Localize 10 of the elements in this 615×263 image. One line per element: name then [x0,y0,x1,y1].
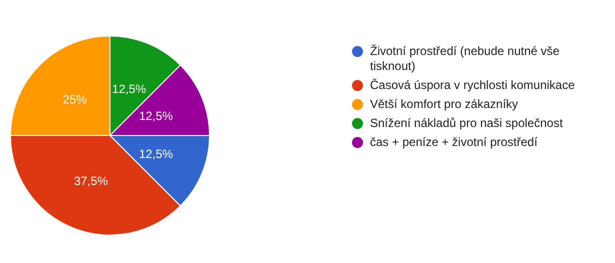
legend-label: čas + peníze + životní prostředí [370,135,538,150]
legend-label: Životní prostředí (nebude nutné vše tisknout) [370,44,560,74]
data-label: 25% [62,92,88,107]
data-label: 12,5% [138,146,174,161]
legend-label: Časová úspora v rychlosti komunikace [370,78,575,93]
legend-label: Větší komfort pro zákazníky [370,97,518,112]
data-label: 12,5% [112,82,146,96]
data-label: 37,5% [74,174,108,188]
data-label: 12,5% [138,108,174,123]
legend-label: Snížení nákladů pro naši společnost [370,116,563,131]
